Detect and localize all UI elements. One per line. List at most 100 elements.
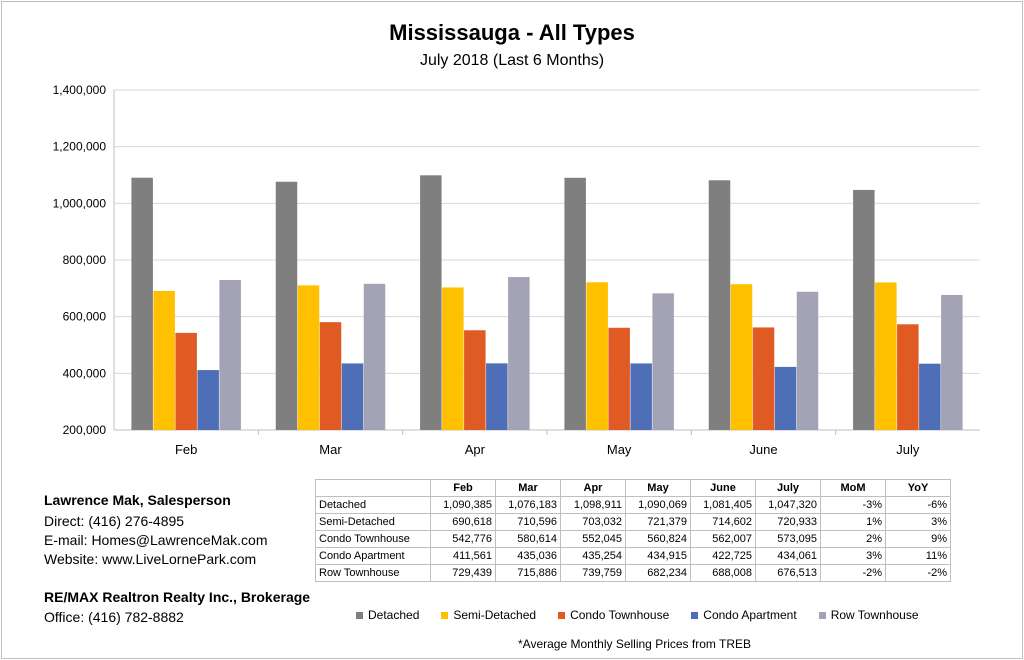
bar-condo-apartment-june (774, 366, 797, 430)
table-cell: 9% (885, 530, 951, 548)
table-cell: 703,032 (560, 513, 626, 531)
bar-condo-townhouse-feb (175, 332, 197, 430)
bar-chart: 200,000 400,000 600,000 800,000 1,000,000 1,2… (53, 83, 980, 457)
x-tick-label: Apr (465, 442, 486, 457)
bar-semi-detached-feb (153, 290, 175, 430)
bar-detached-apr (420, 175, 442, 430)
table-column-header: July (755, 479, 821, 497)
table-cell: 3% (820, 547, 886, 565)
y-tick-label: 200,000 (63, 423, 107, 437)
table-row-label: Detached (315, 496, 431, 514)
table-cell: 1,047,320 (755, 496, 821, 514)
table-cell: 721,379 (625, 513, 691, 531)
bar-condo-apartment-may (630, 363, 652, 430)
brokerage-name: RE/MAX Realtron Realty Inc., Brokerage (44, 589, 311, 605)
y-tick-label: 1,200,000 (53, 140, 107, 154)
bar-condo-townhouse-apr (464, 330, 486, 430)
table-row-label: Semi-Detached (315, 513, 431, 531)
table-column-header: Mar (495, 479, 561, 497)
bar-detached-june (708, 180, 731, 430)
table-row: Semi-Detached 690,618 710,596 703,032 721,37… (315, 513, 951, 531)
legend-item: Condo Apartment (691, 608, 797, 622)
bar-condo-townhouse-june (752, 327, 775, 430)
bar-row-townhouse-apr (508, 277, 530, 430)
y-tick-label: 1,400,000 (53, 83, 107, 97)
table-row-label: Condo Townhouse (315, 530, 431, 548)
table-body: Detached 1,090,385 1,076,183 1,098,911 1,090… (315, 496, 951, 582)
agent-direct-phone: Direct: (416) 276-4895 (44, 513, 185, 529)
table-cell: 710,596 (495, 513, 561, 531)
table-cell: -2% (820, 564, 886, 582)
legend-item: Condo Townhouse (558, 608, 669, 622)
bar-detached-may (564, 177, 586, 430)
legend-item: Detached (356, 608, 419, 622)
table-cell: 11% (885, 547, 951, 565)
y-tick-label: 400,000 (63, 366, 107, 380)
table-column-header: MoM (820, 479, 886, 497)
bar-semi-detached-june (730, 284, 753, 430)
bar-condo-apartment-feb (197, 370, 219, 430)
bar-condo-apartment-apr (486, 363, 508, 430)
y-tick-label: 600,000 (63, 310, 107, 324)
table-corner-cell (315, 479, 431, 497)
bar-row-townhouse-may (652, 293, 674, 430)
table-cell: 435,036 (495, 547, 561, 565)
table-row: Detached 1,090,385 1,076,183 1,098,911 1,090… (315, 496, 951, 514)
table-cell: 542,776 (430, 530, 496, 548)
price-table: Feb Mar Apr May June July MoM YoY Detached 1,090… (315, 479, 951, 582)
chart-legend: Detached Semi-Detached Condo Townhouse Cond… (356, 608, 941, 622)
table-cell: 714,602 (690, 513, 756, 531)
table-row: Condo Apartment 411,561 435,036 435,254 434,… (315, 547, 951, 565)
table-cell: 1,098,911 (560, 496, 626, 514)
legend-label: Detached (368, 608, 420, 622)
x-tick-label: May (607, 442, 632, 457)
legend-swatch (691, 611, 699, 619)
bar-semi-detached-july (875, 282, 897, 430)
y-tick-label: 1,000,000 (53, 196, 107, 210)
table-cell: 580,614 (495, 530, 561, 548)
table-cell: 1,090,385 (430, 496, 496, 514)
table-cell: 3% (885, 513, 951, 531)
table-cell: 1,076,183 (495, 496, 561, 514)
bar-detached-feb (131, 177, 153, 430)
legend-label: Condo Townhouse (570, 608, 670, 622)
legend-label: Row Townhouse (830, 608, 919, 622)
table-cell: 434,061 (755, 547, 821, 565)
x-tick-label: June (749, 442, 777, 457)
bar-detached-mar (275, 181, 298, 430)
bar-condo-townhouse-july (897, 324, 919, 430)
table-cell: 422,725 (690, 547, 756, 565)
table-header-row: Feb Mar Apr May June July MoM YoY (315, 479, 951, 497)
bar-condo-apartment-mar (341, 363, 364, 430)
agent-website: Website: www.LiveLornePark.com (44, 551, 257, 567)
table-cell: 729,439 (430, 564, 496, 582)
bar-row-townhouse-feb (219, 279, 241, 430)
chart-title: Mississauga - All Types (389, 20, 635, 45)
bar-row-townhouse-july (941, 294, 963, 430)
table-cell: 682,234 (625, 564, 691, 582)
table-cell: 435,254 (560, 547, 626, 565)
table-cell: 573,095 (755, 530, 821, 548)
table-cell: 1% (820, 513, 886, 531)
bar-semi-detached-apr (442, 287, 464, 430)
bar-row-townhouse-june (796, 291, 819, 430)
table-cell: 688,008 (690, 564, 756, 582)
table-cell: 2% (820, 530, 886, 548)
chart-subtitle: July 2018 (Last 6 Months) (419, 52, 605, 69)
table-column-header: May (625, 479, 691, 497)
footnote: *Average Monthly Selling Prices from TRE… (518, 637, 751, 651)
bar-row-townhouse-mar (363, 283, 386, 430)
legend-item: Row Townhouse (818, 608, 919, 622)
table-cell: 560,824 (625, 530, 691, 548)
x-tick-label: July (896, 442, 920, 457)
legend-swatch (441, 611, 449, 619)
legend-swatch (356, 611, 363, 619)
table-cell: -2% (885, 564, 951, 582)
office-phone: Office: (416) 782-8882 (44, 609, 184, 625)
legend-label: Condo Apartment (703, 608, 797, 622)
x-tick-label: Mar (319, 442, 342, 457)
x-tick-label: Feb (175, 442, 197, 457)
bar-semi-detached-may (586, 282, 608, 430)
bar-condo-townhouse-may (608, 327, 630, 430)
